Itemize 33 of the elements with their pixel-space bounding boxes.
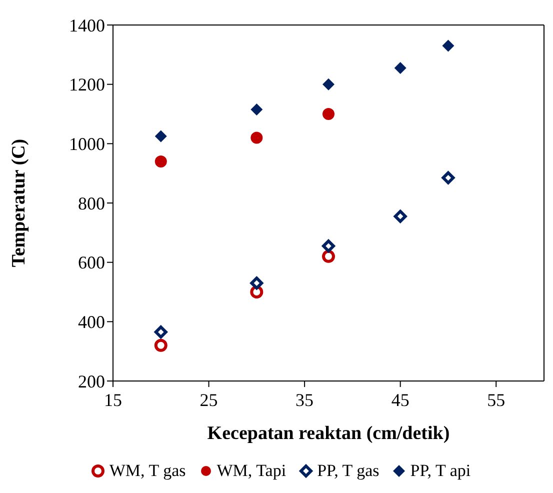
point: [394, 62, 406, 74]
point: [250, 276, 264, 290]
point: [394, 210, 407, 223]
point: [442, 40, 454, 52]
y-axis-title: Temperatur (C): [8, 138, 30, 268]
x-tick-label: 55: [487, 390, 506, 410]
point: [154, 338, 168, 352]
y-tick-label: 800: [78, 193, 105, 214]
point: [154, 326, 168, 339]
point: [322, 240, 335, 253]
point: [154, 130, 167, 142]
point: [250, 132, 263, 144]
x-tick-label: 25: [200, 390, 218, 410]
point: [250, 104, 263, 116]
legend-label: WM, Tapi: [216, 461, 286, 481]
y-tick-label: 400: [78, 312, 105, 332]
x-tick-label: 15: [104, 390, 122, 410]
point: [154, 155, 167, 168]
point: [322, 108, 334, 120]
point: [322, 78, 334, 90]
y-tick-label: 1000: [69, 134, 105, 154]
y-tick-label: 1400: [69, 15, 105, 36]
legend-label: PP, T gas: [317, 461, 380, 481]
y-tick-label: 1200: [69, 74, 105, 95]
y-tick-label: 200: [78, 371, 105, 392]
legend-label: WM, T gas: [109, 461, 186, 481]
x-axis-title: Kecepatan reaktan (cm/detik): [207, 423, 450, 444]
y-tick-label: 600: [78, 252, 105, 273]
legend-label: PP, T api: [410, 461, 471, 481]
x-tick-label: 45: [391, 390, 410, 410]
point: [322, 250, 335, 263]
x-tick-label: 35: [296, 390, 314, 410]
point: [442, 171, 455, 184]
